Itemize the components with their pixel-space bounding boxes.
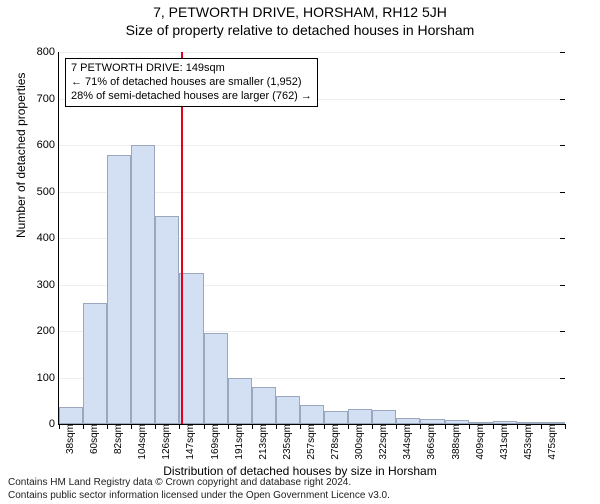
property-marker-line bbox=[181, 52, 183, 424]
footer-line: Contains public sector information licen… bbox=[8, 490, 390, 503]
x-tick-mark bbox=[348, 424, 349, 429]
x-tick-mark bbox=[252, 424, 253, 429]
histogram-bar bbox=[131, 145, 155, 424]
x-tick-label: 388sqm bbox=[447, 424, 462, 460]
x-tick-label: 257sqm bbox=[302, 424, 317, 460]
y-tick-label: 500 bbox=[37, 186, 59, 198]
y-tick-label: 0 bbox=[49, 418, 59, 430]
annotation-box: 7 PETWORTH DRIVE: 149sqm← 71% of detache… bbox=[65, 58, 318, 107]
x-tick-label: 104sqm bbox=[133, 424, 148, 460]
x-tick-label: 82sqm bbox=[109, 424, 124, 454]
annotation-line: 7 PETWORTH DRIVE: 149sqm bbox=[71, 62, 312, 76]
x-tick-label: 235sqm bbox=[278, 424, 293, 460]
annotation-line: 28% of semi-detached houses are larger (… bbox=[71, 90, 312, 104]
x-tick-mark bbox=[541, 424, 542, 429]
x-tick-mark bbox=[565, 424, 566, 429]
y-tick-label: 400 bbox=[37, 232, 59, 244]
y-tick-mark bbox=[560, 145, 565, 146]
x-tick-mark bbox=[228, 424, 229, 429]
histogram-bar bbox=[300, 405, 324, 424]
histogram-bar bbox=[204, 333, 228, 424]
chart-area: 010020030040050060070080038sqm60sqm82sqm… bbox=[58, 52, 564, 424]
x-tick-label: 60sqm bbox=[85, 424, 100, 454]
y-tick-label: 200 bbox=[37, 325, 59, 337]
chart-container: 7, PETWORTH DRIVE, HORSHAM, RH12 5JH Siz… bbox=[0, 4, 600, 504]
y-tick-mark bbox=[560, 192, 565, 193]
y-tick-mark bbox=[560, 285, 565, 286]
subtitle: Size of property relative to detached ho… bbox=[0, 22, 600, 38]
annotation-line: ← 71% of detached houses are smaller (1,… bbox=[71, 76, 312, 90]
x-tick-label: 126sqm bbox=[157, 424, 172, 460]
histogram-bar bbox=[228, 378, 252, 425]
footer-line: Contains HM Land Registry data © Crown c… bbox=[8, 477, 390, 490]
y-tick-mark bbox=[560, 238, 565, 239]
y-tick-label: 700 bbox=[37, 93, 59, 105]
x-tick-label: 431sqm bbox=[495, 424, 510, 460]
footer: Contains HM Land Registry data © Crown c… bbox=[8, 477, 390, 502]
x-tick-label: 213sqm bbox=[254, 424, 269, 460]
histogram-bar bbox=[59, 407, 83, 424]
histogram-bar bbox=[179, 273, 203, 424]
address-title: 7, PETWORTH DRIVE, HORSHAM, RH12 5JH bbox=[0, 4, 600, 20]
histogram-bar bbox=[276, 396, 300, 424]
x-tick-label: 169sqm bbox=[206, 424, 221, 460]
histogram-bar bbox=[324, 411, 348, 424]
histogram-bar bbox=[155, 216, 179, 424]
x-tick-mark bbox=[300, 424, 301, 429]
y-tick-label: 800 bbox=[37, 46, 59, 58]
plot-area: 010020030040050060070080038sqm60sqm82sqm… bbox=[58, 52, 565, 425]
x-tick-mark bbox=[445, 424, 446, 429]
x-tick-label: 453sqm bbox=[519, 424, 534, 460]
histogram-bar bbox=[107, 155, 131, 424]
x-axis-label: Distribution of detached houses by size … bbox=[0, 464, 600, 478]
x-tick-mark bbox=[204, 424, 205, 429]
x-tick-mark bbox=[83, 424, 84, 429]
y-axis-label: Number of detached properties bbox=[14, 73, 28, 238]
x-tick-label: 300sqm bbox=[350, 424, 365, 460]
x-tick-label: 191sqm bbox=[230, 424, 245, 460]
x-tick-mark bbox=[324, 424, 325, 429]
x-tick-mark bbox=[59, 424, 60, 429]
x-tick-label: 366sqm bbox=[422, 424, 437, 460]
y-tick-mark bbox=[560, 52, 565, 53]
y-tick-mark bbox=[560, 331, 565, 332]
histogram-bar bbox=[83, 303, 107, 424]
x-tick-label: 147sqm bbox=[181, 424, 196, 460]
y-tick-label: 100 bbox=[37, 372, 59, 384]
x-tick-mark bbox=[517, 424, 518, 429]
x-tick-label: 278sqm bbox=[326, 424, 341, 460]
y-tick-label: 600 bbox=[37, 139, 59, 151]
x-tick-mark bbox=[276, 424, 277, 429]
x-tick-mark bbox=[493, 424, 494, 429]
x-tick-label: 409sqm bbox=[471, 424, 486, 460]
y-tick-mark bbox=[560, 378, 565, 379]
x-tick-label: 38sqm bbox=[61, 424, 76, 454]
x-tick-label: 344sqm bbox=[398, 424, 413, 460]
histogram-bar bbox=[252, 387, 276, 424]
histogram-bar bbox=[372, 410, 396, 424]
histogram-bar bbox=[348, 409, 372, 424]
x-tick-label: 322sqm bbox=[374, 424, 389, 460]
x-tick-mark bbox=[469, 424, 470, 429]
y-tick-mark bbox=[560, 99, 565, 100]
y-tick-label: 300 bbox=[37, 279, 59, 291]
x-tick-label: 475sqm bbox=[543, 424, 558, 460]
gridline bbox=[59, 52, 565, 53]
